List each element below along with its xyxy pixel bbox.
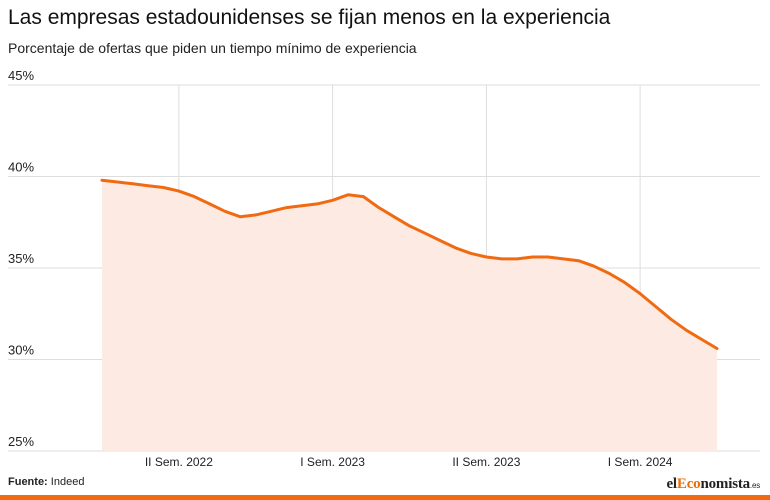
- data-point: [177, 189, 181, 193]
- y-axis-labels: 25% 30% 35% 40% 45%: [8, 68, 34, 449]
- y-tick-label: 45%: [8, 68, 34, 83]
- chart-title: Las empresas estadounidenses se fijan me…: [8, 6, 611, 29]
- data-point: [254, 213, 257, 217]
- data-point: [208, 202, 211, 206]
- data-point: [531, 255, 534, 259]
- data-point: [331, 199, 334, 202]
- data-point: [408, 224, 411, 228]
- brand-highlight: Eco: [676, 476, 701, 492]
- y-tick-label: 30%: [8, 343, 34, 358]
- data-point: [300, 204, 304, 207]
- data-point: [392, 215, 396, 218]
- data-point: [423, 232, 427, 235]
- data-point: [377, 206, 380, 209]
- data-point: [362, 195, 365, 198]
- data-point: [439, 239, 442, 242]
- data-point: [223, 210, 227, 213]
- data-point: [685, 329, 688, 332]
- chart-subtitle: Porcentaje de ofertas que piden un tiemp…: [8, 40, 417, 56]
- data-point: [592, 264, 596, 268]
- data-point: [316, 202, 319, 206]
- data-point: [608, 272, 611, 275]
- bottom-accent-bar: [0, 495, 770, 500]
- data-point: [285, 206, 288, 209]
- data-point: [485, 255, 488, 259]
- x-axis-labels: II Sem. 2022 I Sem. 2023 II Sem. 2023 I Sem…: [145, 455, 673, 469]
- data-point: [500, 257, 503, 261]
- data-point: [193, 195, 196, 198]
- data-point: [116, 180, 119, 184]
- data-point: [654, 305, 657, 308]
- x-tick-label: II Sem. 2023: [452, 455, 520, 469]
- data-point: [638, 292, 642, 295]
- data-point: [346, 193, 350, 196]
- data-point: [239, 215, 242, 218]
- y-tick-label: 40%: [8, 160, 34, 175]
- data-points: [100, 178, 719, 350]
- data-point: [715, 347, 719, 350]
- x-tick-label: II Sem. 2022: [145, 455, 213, 469]
- y-tick-label: 25%: [8, 434, 34, 449]
- brand-tld: .es: [749, 481, 760, 490]
- data-point: [454, 246, 457, 250]
- data-point: [623, 281, 626, 284]
- data-point: [269, 210, 273, 213]
- data-point: [469, 252, 473, 255]
- data-point: [515, 257, 519, 261]
- source-value: Indeed: [50, 476, 85, 488]
- data-point: [669, 318, 673, 321]
- brand-pre: el: [666, 476, 677, 492]
- data-point: [146, 184, 150, 187]
- x-tick-label: I Sem. 2024: [608, 455, 673, 469]
- brand-logo[interactable]: elEconomista.es: [666, 476, 760, 493]
- data-point: [546, 255, 550, 259]
- area-fill: [102, 180, 717, 451]
- data-point: [562, 257, 565, 261]
- source-label: Fuente:: [8, 476, 48, 488]
- data-point: [700, 338, 703, 341]
- data-point: [577, 259, 580, 262]
- data-point: [100, 178, 104, 182]
- source-note: Fuente: Indeed: [8, 476, 84, 488]
- brand-post: nomista: [700, 476, 750, 492]
- y-tick-label: 35%: [8, 251, 34, 266]
- x-tick-label: I Sem. 2023: [300, 455, 365, 469]
- data-point: [162, 186, 165, 189]
- data-point: [131, 182, 134, 186]
